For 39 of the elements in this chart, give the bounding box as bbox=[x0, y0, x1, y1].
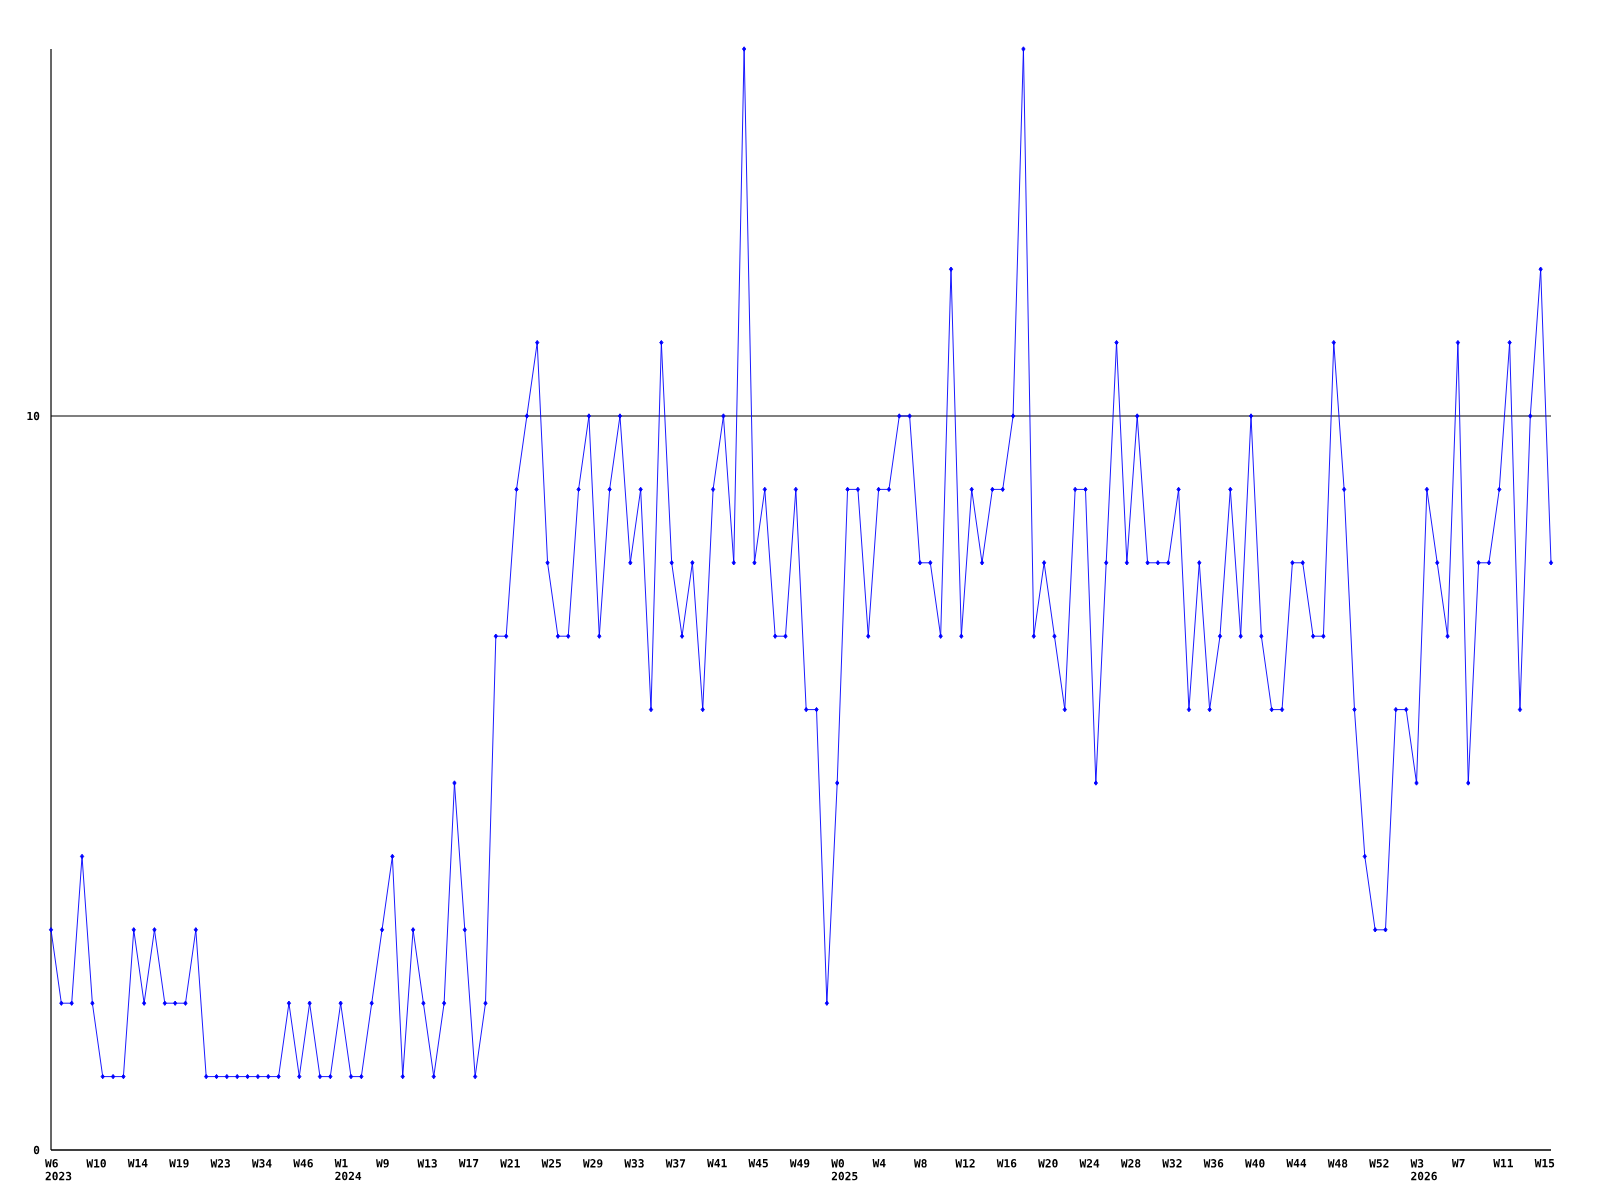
x-tick-label: W17 bbox=[458, 1159, 479, 1168]
x-tick-label: W14 bbox=[127, 1159, 148, 1168]
x-tick-label: W12 bbox=[955, 1159, 975, 1168]
x-tick-label: W29 bbox=[582, 1159, 603, 1168]
x-tick-label: W45 bbox=[748, 1159, 768, 1168]
x-tick-label: W9 bbox=[376, 1159, 389, 1168]
x-tick-label: W37 bbox=[665, 1159, 686, 1168]
x-tick-label: W40 bbox=[1245, 1159, 1265, 1168]
x-tick-label: W46 bbox=[293, 1159, 313, 1168]
x-tick-label: W10 bbox=[86, 1159, 106, 1168]
x-tick-label: W28 bbox=[1120, 1159, 1141, 1168]
x-tick-label: W25 bbox=[541, 1159, 562, 1168]
x-tick-label: W15 bbox=[1534, 1159, 1555, 1168]
y-tick-label: 0 bbox=[33, 1145, 40, 1155]
x-tick-label: W7 bbox=[1451, 1159, 1465, 1168]
x-tick-label: W32 bbox=[1162, 1159, 1182, 1168]
x-tick-label: W0 2025 bbox=[831, 1159, 858, 1181]
x-tick-label: W3 2026 bbox=[1410, 1159, 1437, 1181]
x-tick-label: W36 bbox=[1203, 1159, 1224, 1168]
x-tick-label: W44 bbox=[1286, 1159, 1307, 1168]
x-tick-label: W23 bbox=[210, 1159, 231, 1168]
x-tick-label: W34 bbox=[251, 1159, 272, 1168]
x-tick-label: W20 bbox=[1038, 1159, 1058, 1168]
x-tick-label: W21 bbox=[500, 1159, 520, 1168]
x-tick-label: W16 bbox=[996, 1159, 1017, 1168]
x-tick-label: W19 bbox=[169, 1159, 189, 1168]
x-tick-label: W48 bbox=[1327, 1159, 1348, 1168]
x-tick-label: W49 bbox=[789, 1159, 810, 1168]
x-tick-label: W52 bbox=[1369, 1159, 1389, 1168]
x-tick-label: W33 bbox=[624, 1159, 644, 1168]
x-tick-label: W4 bbox=[872, 1159, 886, 1168]
y-tick-label: 10 bbox=[27, 411, 40, 421]
x-tick-label: W1 2024 bbox=[334, 1159, 362, 1181]
x-tick-label: W6 2023 bbox=[45, 1159, 72, 1181]
x-tick-label: W41 bbox=[707, 1159, 727, 1168]
x-tick-label: W11 bbox=[1493, 1159, 1513, 1168]
x-tick-label: W24 bbox=[1079, 1159, 1100, 1168]
x-tick-label: W13 bbox=[417, 1159, 437, 1168]
x-tick-label: W8 bbox=[913, 1159, 927, 1168]
